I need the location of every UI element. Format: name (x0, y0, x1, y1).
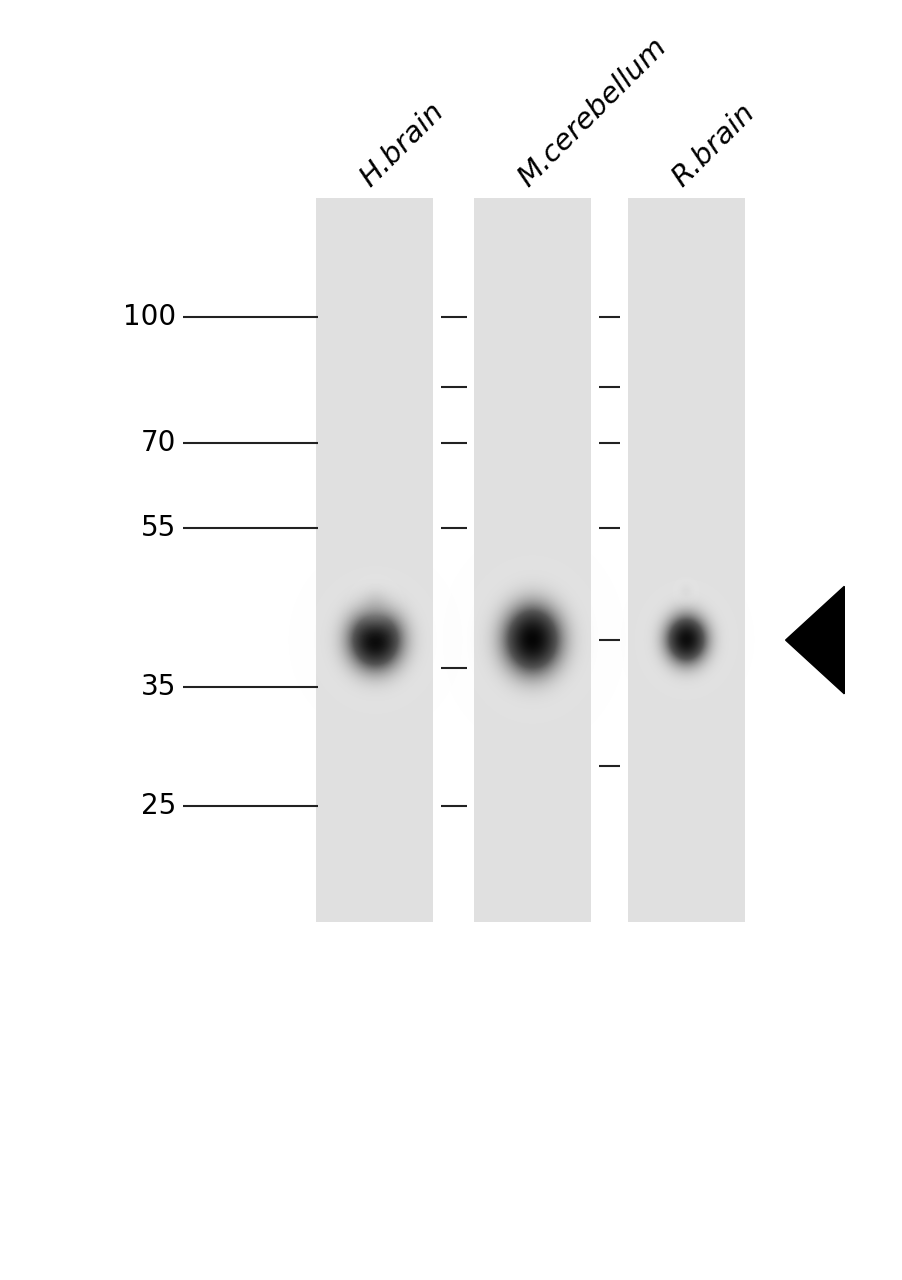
Text: 55: 55 (141, 513, 176, 541)
FancyBboxPatch shape (627, 198, 744, 922)
Polygon shape (785, 586, 843, 694)
Text: 35: 35 (141, 673, 176, 701)
FancyBboxPatch shape (474, 198, 591, 922)
Text: R.brain: R.brain (666, 99, 759, 192)
Text: M.cerebellum: M.cerebellum (512, 32, 672, 192)
Text: 100: 100 (123, 303, 176, 332)
Text: 70: 70 (141, 429, 176, 457)
Text: H.brain: H.brain (354, 97, 449, 192)
FancyBboxPatch shape (316, 198, 433, 922)
Text: 25: 25 (141, 792, 176, 819)
